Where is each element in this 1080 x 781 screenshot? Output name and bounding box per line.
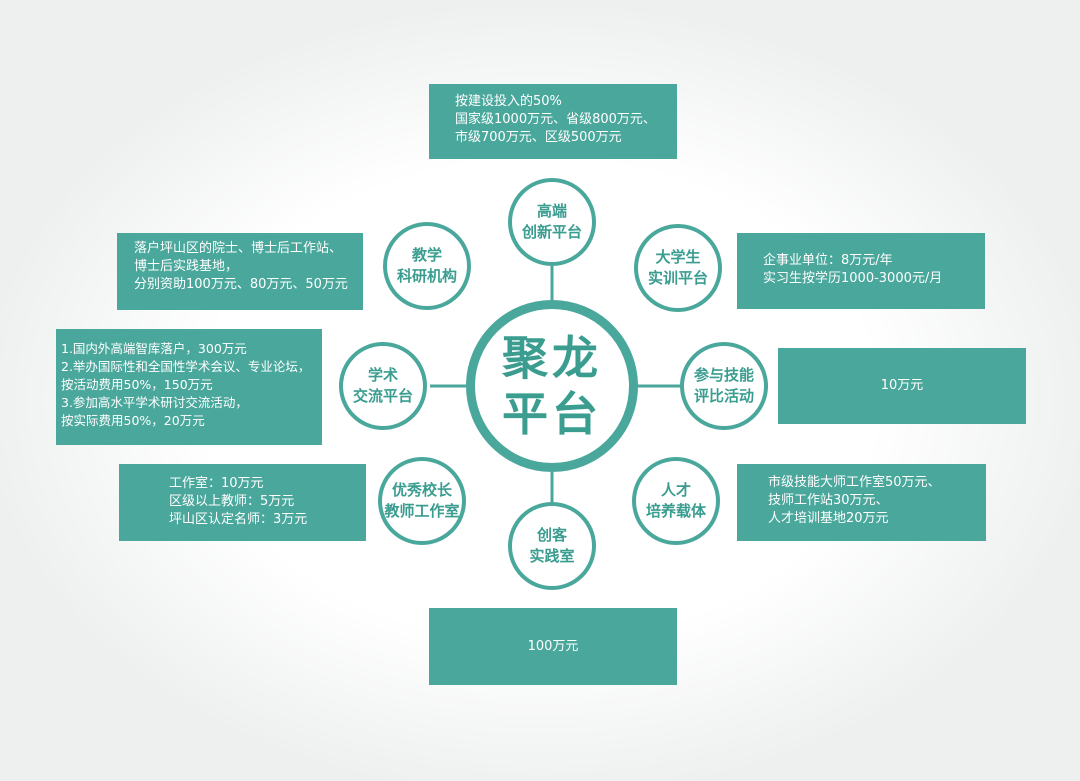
info-box-lower-right: 市级技能大师工作室50万元、 技师工作站30万元、 人才培训基地20万元 xyxy=(737,464,986,541)
info-box-left-line-3: 按活动费用50%，150万元 xyxy=(61,377,213,392)
node-talent-cultivation-carrier: 人才 培养载体 xyxy=(632,457,720,545)
node-label-line: 科研机构 xyxy=(396,267,457,285)
info-box-upper-left-line-1: 落户坪山区的院士、博士后工作站、 xyxy=(134,241,343,256)
info-box-lower-right-line-2: 技师工作站30万元、 xyxy=(768,493,889,508)
node-label-line: 实训平台 xyxy=(647,269,708,287)
node-label-line: 大学生 xyxy=(655,248,701,266)
hub-title-line-2: 平台 xyxy=(502,387,602,441)
node-label-line: 人才 xyxy=(660,481,691,499)
info-box-top-line-2: 国家级1000万元、省级800万元、 xyxy=(455,112,656,127)
node-label-line: 教师工作室 xyxy=(384,502,460,520)
node-label-line: 高端 xyxy=(536,202,567,220)
node-academic-exchange-platform: 学术 交流平台 xyxy=(339,342,427,430)
node-maker-practice-room: 创客 实践室 xyxy=(508,502,596,590)
info-box-left-line-2: 2.举办国际性和全国性学术会议、专业论坛， xyxy=(61,359,311,374)
info-box-bottom: 100万元 xyxy=(429,608,677,685)
info-box-left-line-5: 按实际费用50%，20万元 xyxy=(61,413,205,428)
info-box-lower-left-line-1: 工作室：10万元 xyxy=(169,476,264,491)
node-label-line: 创客 xyxy=(536,526,567,544)
info-box-top-line-3: 市级700万元、区级500万元 xyxy=(455,130,622,145)
info-box-upper-left-line-2: 博士后实践基地， xyxy=(134,259,239,274)
node-excellent-principal-teacher-studio: 优秀校长 教师工作室 xyxy=(378,457,466,545)
node-label-line: 创新平台 xyxy=(521,223,582,241)
node-label-line: 交流平台 xyxy=(352,387,413,405)
hub-title-line-1: 聚龙 xyxy=(502,331,602,385)
node-high-end-innovation-platform: 高端 创新平台 xyxy=(508,178,596,266)
info-box-upper-left-line-3: 分别资助100万元、80万元、50万元 xyxy=(134,277,348,292)
info-box-upper-right-line-1: 企事业单位：8万元/年 xyxy=(763,253,893,268)
node-teaching-research-institution: 教学 科研机构 xyxy=(383,222,471,310)
info-box-lower-right-line-1: 市级技能大师工作室50万元、 xyxy=(768,475,941,490)
info-box-top: 按建设投入的50% 国家级1000万元、省级800万元、 市级700万元、区级5… xyxy=(429,84,677,159)
node-label-line: 培养载体 xyxy=(645,502,706,520)
info-box-lower-left-line-2: 区级以上教师：5万元 xyxy=(169,494,295,509)
info-box-lower-right-line-3: 人才培训基地20万元 xyxy=(768,511,889,526)
info-box-bottom-line-1: 100万元 xyxy=(527,638,579,654)
info-box-left-line-1: 1.国内外高端智库落户，300万元 xyxy=(61,341,247,356)
info-box-right: 10万元 xyxy=(778,348,1026,424)
node-label-line: 学术 xyxy=(367,366,398,384)
central-hub-julong-platform: 聚龙 平台 xyxy=(466,300,638,472)
node-label-line: 实践室 xyxy=(529,547,575,565)
node-university-training-platform: 大学生 实训平台 xyxy=(634,224,722,312)
node-label-line: 教学 xyxy=(411,246,442,264)
node-label-line: 参与技能 xyxy=(693,366,754,384)
node-label-line: 优秀校长 xyxy=(391,481,452,499)
node-label-line: 评比活动 xyxy=(693,387,754,405)
info-box-lower-left-line-3: 坪山区认定名师：3万元 xyxy=(169,512,308,527)
info-box-right-line-1: 10万元 xyxy=(880,378,924,393)
info-box-left-line-4: 3.参加高水平学术研讨交流活动， xyxy=(61,395,248,410)
info-box-left: 1.国内外高端智库落户，300万元 2.举办国际性和全国性学术会议、专业论坛， … xyxy=(56,329,322,445)
info-box-lower-left: 工作室：10万元 区级以上教师：5万元 坪山区认定名师：3万元 xyxy=(119,464,366,541)
info-box-upper-right-line-2: 实习生按学历1000-3000元/月 xyxy=(763,271,943,286)
node-skills-competition: 参与技能 评比活动 xyxy=(680,342,768,430)
info-box-top-line-1: 按建设投入的50% xyxy=(455,94,562,109)
info-box-upper-right: 企事业单位：8万元/年 实习生按学历1000-3000元/月 xyxy=(737,233,985,309)
info-box-upper-left: 落户坪山区的院士、博士后工作站、 博士后实践基地， 分别资助100万元、80万元… xyxy=(117,233,363,310)
